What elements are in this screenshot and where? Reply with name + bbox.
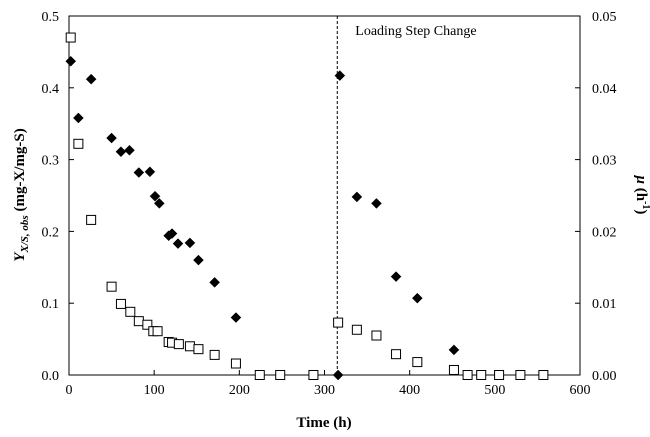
square-point: [538, 370, 549, 380]
square-point: [65, 32, 76, 43]
square-point: [462, 370, 473, 380]
diamond-point: [193, 254, 204, 266]
square-point: [133, 316, 144, 327]
square-point: [106, 281, 117, 292]
y-tick-label: 0.2: [42, 225, 60, 240]
diamond-point: [65, 55, 77, 67]
x-tick-label: 600: [570, 383, 591, 398]
diamond-point: [85, 73, 97, 85]
diamond-point: [172, 238, 184, 249]
y2-tick-label: 0.01: [592, 297, 617, 312]
square-point: [173, 339, 184, 350]
y2-axis-title-unit-close: ): [633, 209, 649, 214]
square-point: [371, 330, 382, 341]
diamond-point: [209, 277, 220, 288]
diamond-point: [153, 198, 165, 209]
diamond-point: [390, 271, 402, 282]
square-point: [333, 317, 344, 328]
diamond-point: [166, 228, 178, 239]
y2-tick-label: 0.00: [592, 369, 617, 384]
diamond-point: [144, 166, 156, 178]
square-point: [275, 370, 286, 380]
diamond-point: [448, 344, 460, 356]
square-point: [494, 370, 505, 380]
square-point: [125, 306, 136, 317]
square-point: [152, 326, 163, 337]
y-tick-label: 0.1: [42, 297, 60, 312]
y-tick-label: 0.5: [42, 10, 60, 25]
series-layer: [65, 32, 549, 381]
y2-tick-label: 0.05: [592, 10, 617, 25]
square-point: [209, 349, 220, 360]
square-point: [448, 364, 459, 375]
y2-axis-title-main: μ: [633, 175, 649, 184]
y2-axis-title-unit-sup: -1: [640, 201, 650, 209]
square-point: [73, 138, 84, 149]
y-axis-title-main: Y: [12, 251, 28, 262]
square-point: [193, 344, 204, 355]
y-axis-title-sub: X/S, obs: [19, 215, 31, 253]
square-point: [515, 370, 526, 380]
x-tick-label: 100: [144, 383, 165, 398]
x-tick-label: 200: [229, 383, 250, 398]
x-tick-label: 300: [314, 383, 335, 398]
y-tick-label: 0.0: [42, 369, 60, 384]
diamond-point: [351, 191, 363, 203]
diamond-point: [149, 190, 161, 202]
square-point: [351, 324, 362, 335]
y2-axis-ticks: 0.00 0.01 0.02 0.03 0.04 0.05: [575, 10, 617, 384]
diamond-point: [133, 167, 145, 178]
y-tick-label: 0.3: [42, 154, 60, 169]
diamond-point: [371, 198, 382, 209]
x-tick-label: 0: [66, 383, 73, 398]
y-axis-title: YX/S, obs (mg-X/mg-S): [12, 128, 31, 262]
diamond-point: [73, 112, 84, 124]
square-point: [308, 370, 319, 380]
y-axis-title-unit: (mg-X/mg-S): [12, 128, 28, 211]
x-axis-ticks: 0 100 200 300 400 500 600: [66, 370, 591, 398]
diamond-point: [106, 132, 117, 144]
diamond-point: [230, 312, 242, 323]
diamond-point: [115, 146, 127, 158]
loading-step-change-label: Loading Step Change: [355, 24, 476, 39]
square-point: [115, 298, 126, 309]
square-point: [86, 214, 97, 225]
square-point: [476, 370, 487, 380]
square-point: [391, 349, 402, 360]
square-point: [184, 341, 195, 352]
y-tick-label: 0.4: [42, 82, 60, 97]
y2-tick-label: 0.03: [592, 154, 617, 169]
diamond-point: [411, 292, 423, 304]
y2-tick-label: 0.04: [592, 82, 617, 97]
diamond-point: [184, 237, 196, 249]
square-point: [230, 358, 241, 369]
x-tick-label: 400: [399, 383, 420, 398]
y2-axis-title-unit-open: (h: [633, 188, 649, 202]
diamond-point: [332, 369, 344, 381]
square-point: [142, 319, 153, 330]
diamond-point: [334, 70, 346, 81]
square-point: [412, 357, 423, 368]
y-axis-ticks: 0.0 0.1 0.2 0.3 0.4 0.5: [42, 10, 74, 384]
square-point: [254, 370, 265, 380]
diamond-point: [124, 144, 135, 156]
x-axis-title: Time (h): [296, 415, 351, 431]
y2-tick-label: 0.02: [592, 225, 617, 240]
y2-axis-title: μ (h-1): [633, 175, 650, 215]
x-tick-label: 500: [484, 383, 505, 398]
